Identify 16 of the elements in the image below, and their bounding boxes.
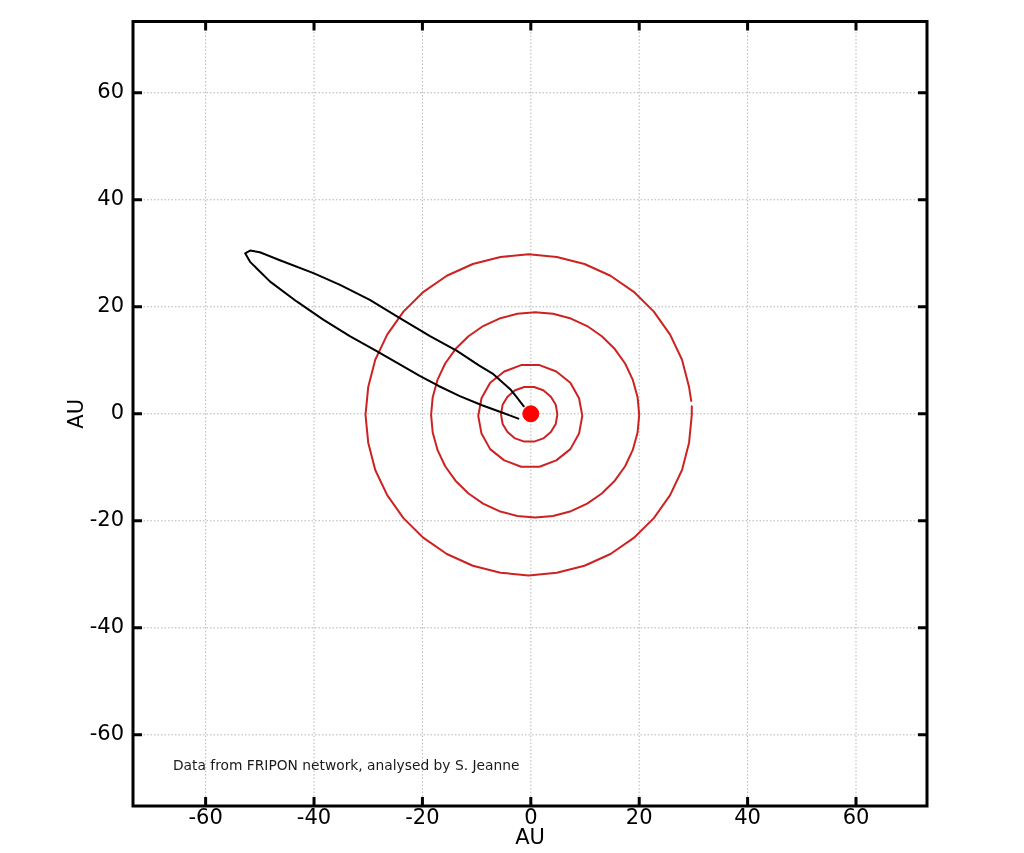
annotation: Data from FRIPON network, analysed by S. Jeanne: [173, 756, 520, 773]
x-tick-label: -40: [296, 805, 332, 830]
x-tick-label: 40: [734, 805, 761, 830]
y-tick-label: 20: [97, 293, 124, 318]
x-tick-label: -60: [188, 805, 223, 830]
y-axis-title: AU: [64, 398, 89, 429]
x-tick-label: -20: [405, 805, 440, 830]
y-tick-label: -60: [89, 721, 124, 746]
x-tick-label: 20: [625, 805, 653, 830]
x-axis-title: AU: [515, 825, 545, 850]
x-tick-label: 60: [842, 805, 870, 830]
y-tick-label: -40: [89, 614, 124, 639]
y-tick-label: 0: [110, 400, 124, 425]
y-tick-label: 60: [97, 79, 124, 104]
y-tick-label: 40: [97, 186, 124, 211]
y-tick-label: -20: [89, 507, 124, 532]
